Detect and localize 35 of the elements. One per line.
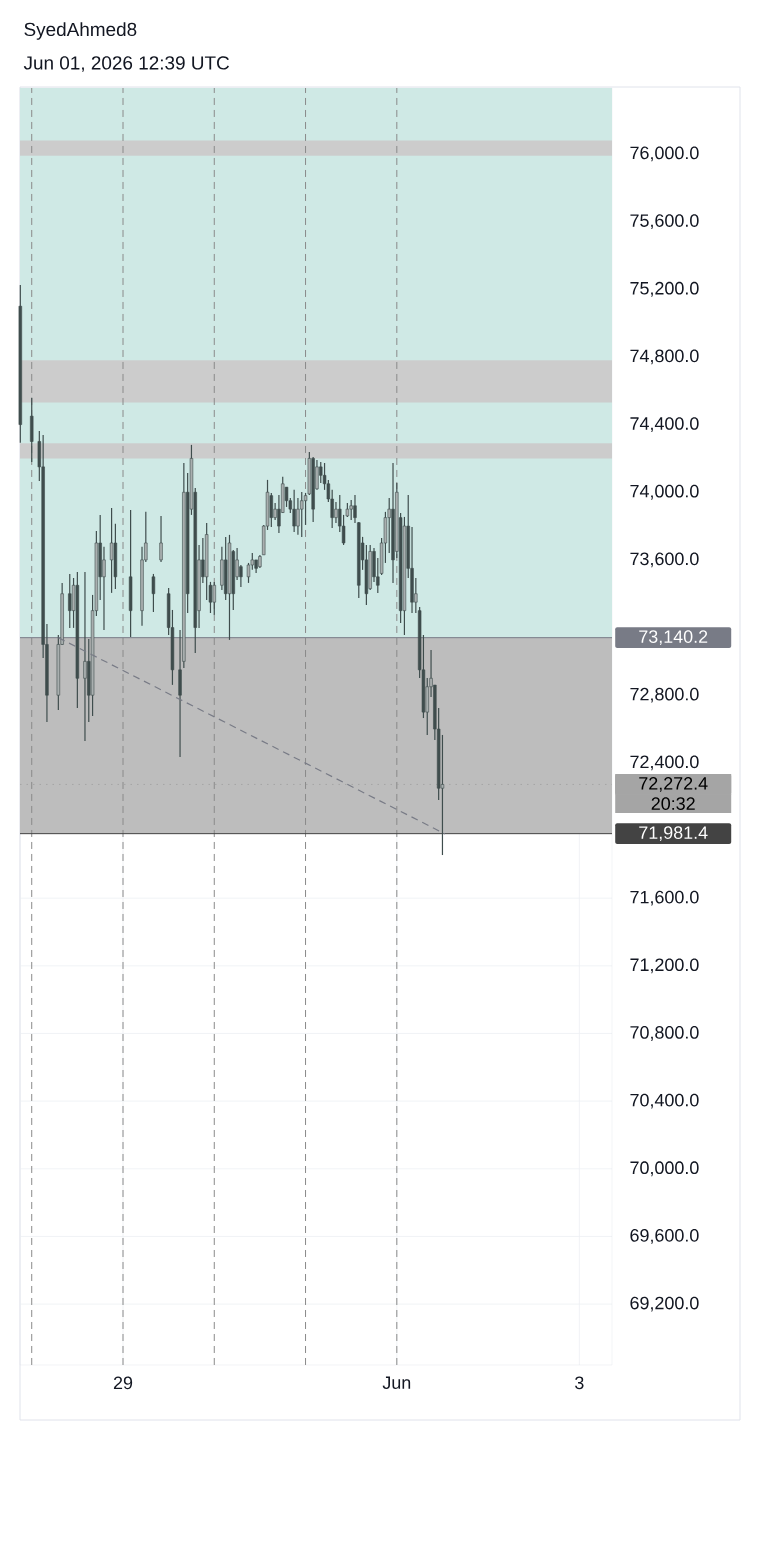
y-tick-label: 70,800.0: [630, 1026, 699, 1041]
x-tick-label: 3: [575, 1376, 584, 1390]
y-tick-label: 75,200.0: [630, 281, 699, 297]
ref-line-label: 71,981.4: [639, 826, 708, 842]
y-tick-label: 69,200.0: [630, 1296, 699, 1312]
candlestick: [212, 581, 216, 616]
x-tick-label: Jun: [382, 1376, 411, 1390]
y-tick-label: 71,200.0: [630, 958, 699, 974]
y-tick-label: 70,400.0: [630, 1093, 699, 1109]
chart-title: SyedAhmed8: [24, 22, 137, 40]
candlestick: [159, 515, 163, 563]
text: 20:32: [651, 797, 695, 810]
y-tick-label: 72,400.0: [630, 755, 699, 771]
candlestick: [151, 573, 156, 613]
ref-line-label: 73,140.2: [639, 630, 708, 646]
y-tick-label: 73,600.0: [630, 552, 699, 568]
y-tick-label: 72,800.0: [630, 687, 699, 703]
candlestick: [349, 499, 353, 521]
y-tick-label: 70,000.0: [630, 1161, 699, 1177]
y-tick-label: 71,600.0: [630, 890, 699, 906]
x-tick-label: 29: [113, 1376, 133, 1390]
candlestick: [334, 501, 338, 524]
ref-line-label: 72,272.4: [639, 777, 708, 792]
candlestick: [102, 546, 106, 631]
y-tick-label: 69,600.0: [630, 1229, 699, 1244]
candlestick: [83, 571, 87, 742]
y-tick-label: 76,000.0: [630, 146, 699, 162]
candlestick: [292, 489, 296, 533]
chart-subtitle: Jun 01, 2026 12:39 UTC: [23, 56, 229, 72]
y-tick-label: 75,600.0: [630, 214, 699, 230]
candlestick: [68, 573, 72, 629]
y-tick-label: 74,400.0: [630, 417, 699, 432]
y-tick-label: 74,000.0: [630, 484, 699, 500]
y-tick-label: 74,800.0: [630, 349, 699, 365]
candlestick: [300, 491, 304, 538]
